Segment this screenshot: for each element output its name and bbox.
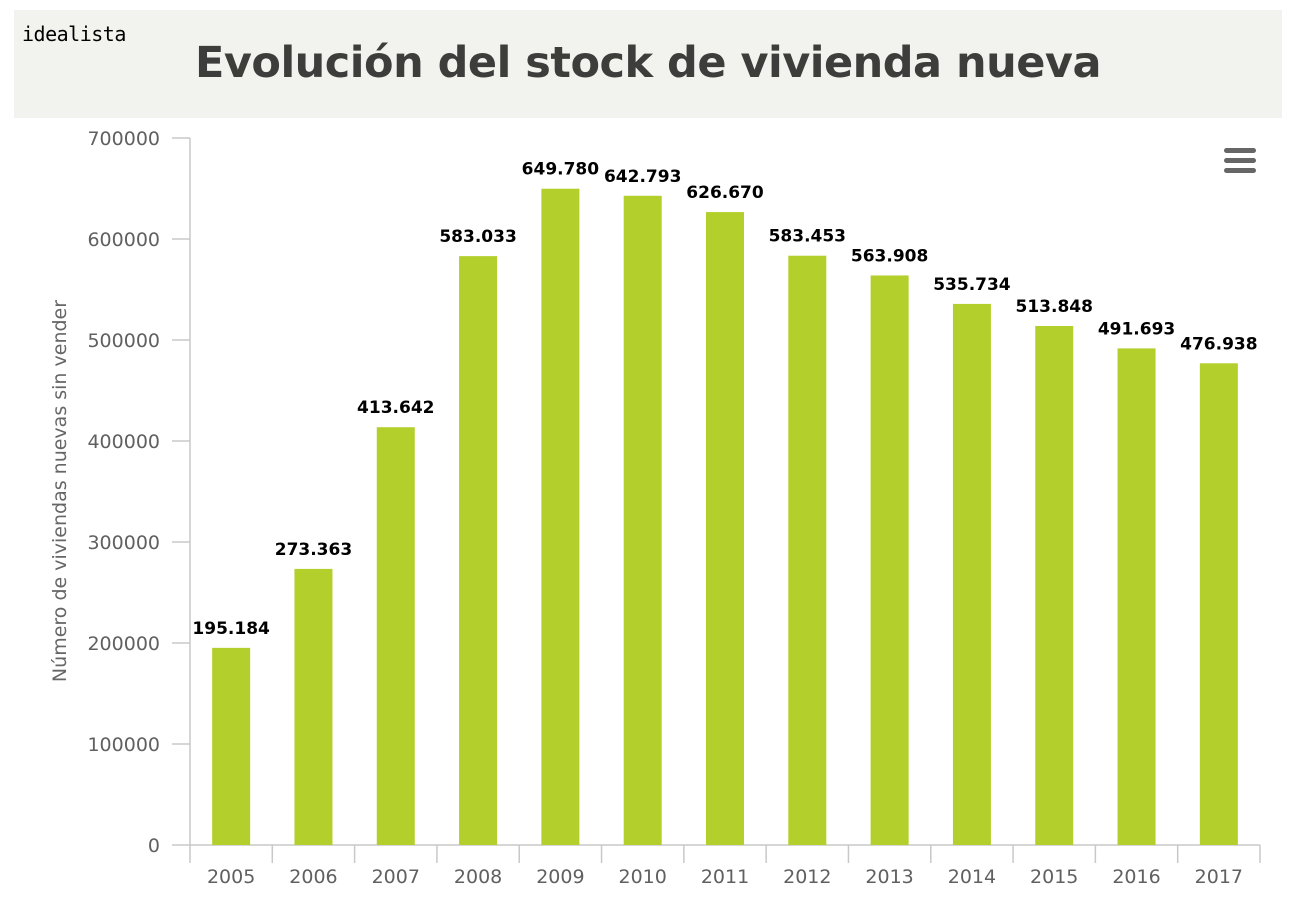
data-label: 626.670 [686,183,764,203]
hamburger-menu-icon[interactable] [1222,146,1258,176]
x-tick-label: 2016 [1112,866,1160,888]
chart-header: idealista Evolución del stock de viviend… [14,10,1282,118]
bar [1035,326,1074,845]
idealista-logo: idealista [22,22,126,46]
data-label: 535.734 [933,275,1011,295]
data-label: 583.453 [769,227,846,247]
bar [706,212,744,845]
x-tick-label: 2010 [619,866,667,888]
data-label: 413.642 [357,398,434,418]
x-tick-label: 2009 [536,866,584,888]
bar [459,256,498,845]
chart-title: Evolución del stock de vivienda nueva [195,38,1101,88]
data-label: 476.938 [1180,334,1257,354]
data-label: 513.848 [1016,297,1093,317]
bar [952,303,991,845]
bar [376,427,415,845]
y-tick-label: 400000 [87,431,160,453]
y-tick-label: 200000 [87,633,160,655]
y-tick-label: 500000 [87,330,160,352]
x-tick-label: 2012 [783,866,831,888]
data-label: 649.780 [522,160,600,180]
x-tick-label: 2007 [372,866,420,888]
y-axis-title: Número de viviendas nuevas sin vender [49,300,71,682]
x-tick-label: 2015 [1030,866,1078,888]
x-tick-label: 2005 [207,866,255,888]
bar [212,647,251,845]
x-tick-label: 2017 [1195,866,1243,888]
y-tick-label: 700000 [87,128,160,150]
data-label: 583.033 [439,227,516,247]
data-label: 563.908 [851,246,928,266]
bar [1199,363,1238,845]
x-tick-label: 2013 [865,866,913,888]
y-tick-label: 0 [148,835,160,857]
x-tick-label: 2014 [948,866,996,888]
data-label: 273.363 [275,540,352,560]
y-tick-label: 100000 [87,734,160,756]
x-tick-label: 2011 [701,866,749,888]
bar [623,195,662,846]
data-label: 491.693 [1098,319,1175,339]
bar [294,568,333,845]
bar [541,188,580,846]
data-label: 195.184 [192,619,270,639]
y-tick-label: 300000 [87,532,160,554]
x-tick-label: 2006 [289,866,337,888]
y-tick-label: 600000 [87,229,160,251]
data-label: 642.793 [604,167,681,187]
bar [788,255,827,845]
bar [870,275,909,846]
bar [1117,348,1156,845]
x-tick-label: 2008 [454,866,502,888]
